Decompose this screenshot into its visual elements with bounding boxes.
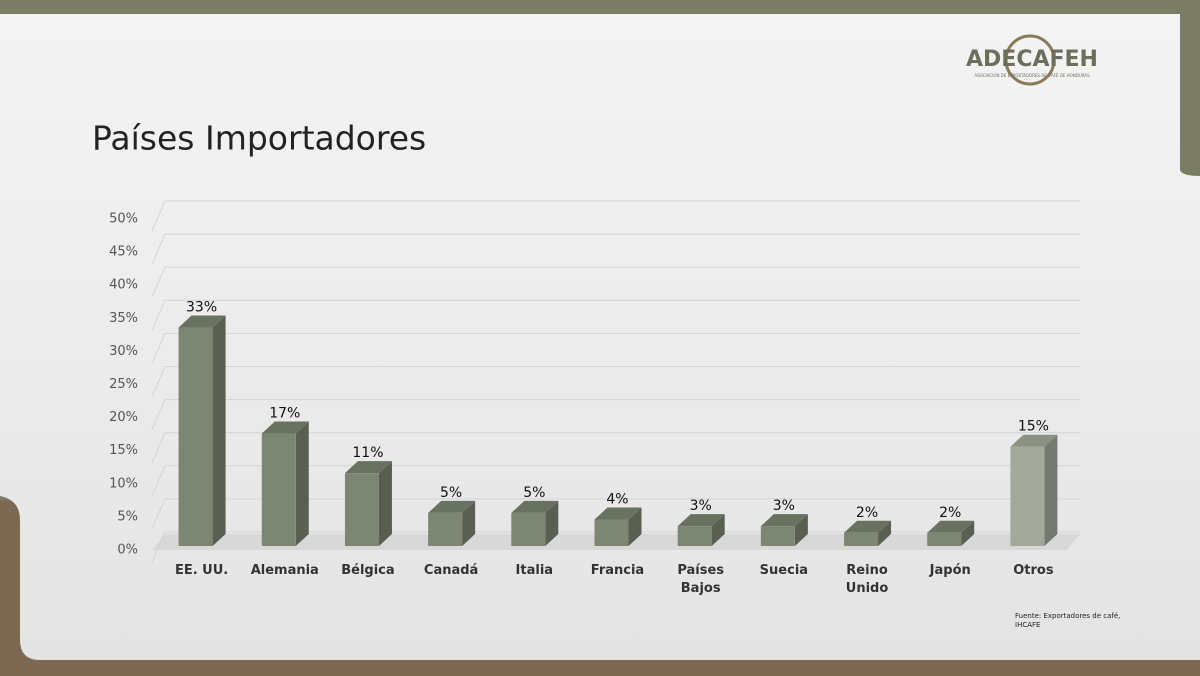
chart: 0% 5% 10% 15% 20% 25% 30% 35% 40% 45% 50% EE. UU. 33…	[109, 200, 1080, 596]
bar	[511, 512, 546, 546]
x-tick-label: Italia	[515, 563, 554, 578]
grid-line	[151, 498, 1080, 530]
x-tick-label: Japón	[929, 563, 971, 578]
x-tick-label: EE. UU.	[174, 563, 229, 578]
bar	[760, 526, 795, 546]
grid-line	[151, 432, 1080, 463]
bar-side	[295, 421, 309, 546]
y-tick-label: 20%	[109, 410, 138, 425]
value-label: 15%	[1018, 419, 1049, 435]
grid-line	[151, 299, 1080, 331]
x-tick-label: Alemania	[250, 563, 319, 578]
bar-top	[178, 315, 226, 328]
value-label: 4%	[606, 492, 628, 508]
source-box: Fuente: Exportadores de café, IHCAFE	[1015, 612, 1121, 629]
grid-line	[151, 366, 1080, 397]
y-tick-label: 25%	[109, 377, 138, 392]
value-label: 2%	[939, 505, 961, 521]
grid-line	[151, 266, 1080, 298]
bar-side	[545, 500, 559, 546]
bar	[1010, 446, 1045, 546]
x-tick-box: Italia	[515, 563, 554, 578]
chart-title: Países Importadores	[92, 119, 426, 158]
x-tick-box: Japón	[929, 563, 971, 578]
grid-line	[151, 399, 1080, 430]
bar	[927, 532, 962, 546]
bar-top	[594, 507, 642, 520]
x-tick-box: Francia	[590, 563, 645, 578]
x-tick-box: EE. UU.	[174, 563, 229, 578]
logo-subtitle: ASOCIACIÓN DE EXPORTADORES DE CAFÉ DE HO…	[974, 73, 1090, 78]
y-tick-label: 10%	[109, 476, 138, 491]
bar	[677, 526, 712, 546]
x-tick-box: Alemania	[250, 563, 319, 578]
x-tick-label: Canadá	[423, 563, 479, 578]
y-tick-label: 30%	[109, 344, 138, 359]
bar	[844, 532, 879, 546]
logo-mark	[1004, 34, 1056, 86]
x-tick-box: Suecia	[759, 563, 809, 578]
bar-side	[878, 520, 892, 546]
bar-side	[628, 507, 642, 546]
value-label: 33%	[186, 300, 217, 316]
frame-bottom	[0, 660, 1200, 676]
grid-line	[151, 233, 1080, 265]
y-tick-label: 50%	[109, 212, 138, 227]
value-label: 3%	[690, 498, 712, 514]
value-label: 17%	[269, 405, 300, 421]
bar-top	[428, 500, 476, 513]
x-tick-box: Otros	[1013, 563, 1054, 578]
x-tick-box: Bélgica	[341, 563, 395, 578]
bar	[428, 512, 463, 546]
bar-top	[927, 520, 975, 533]
x-tick-label: Bélgica	[341, 563, 395, 578]
bar-top	[344, 461, 392, 474]
x-tick-label: Países Bajos	[677, 563, 725, 596]
bar	[344, 473, 379, 546]
value-label: 5%	[440, 485, 462, 501]
bar-side	[711, 514, 725, 546]
value-label: 2%	[856, 505, 878, 521]
bar-side	[961, 520, 975, 546]
y-tick-label: 35%	[109, 311, 138, 326]
y-tick-label: 40%	[109, 278, 138, 293]
y-tick-label: 0%	[117, 543, 138, 558]
source: Fuente: Exportadores de café, IHCAFE	[1015, 612, 1121, 629]
bar-top	[511, 500, 559, 513]
grid-line	[151, 200, 1080, 232]
bar-top	[677, 514, 725, 527]
x-tick-label: Suecia	[759, 563, 809, 578]
bar-top	[1010, 434, 1058, 447]
x-tick-label: Reino Unido	[845, 563, 889, 596]
bar	[594, 519, 629, 546]
bar	[178, 327, 213, 546]
bar-side	[794, 514, 808, 546]
y-tick-label: 15%	[109, 443, 138, 458]
value-label: 5%	[523, 485, 545, 501]
grid-line	[151, 465, 1080, 496]
bar-side	[1044, 434, 1058, 546]
x-tick-box: Reino Unido	[845, 563, 889, 596]
bar-top	[844, 520, 892, 533]
bar-top	[261, 421, 309, 434]
x-tick-box: Canadá	[423, 563, 479, 578]
bar	[261, 433, 296, 546]
bar-top	[760, 514, 808, 527]
bar-side	[462, 500, 476, 546]
value-label: 3%	[773, 498, 795, 514]
logo-text: ADECAFEH	[966, 47, 1098, 72]
bar-side	[378, 461, 392, 546]
grid-line	[151, 332, 1080, 364]
bar-side	[212, 315, 226, 546]
x-tick-box: Países Bajos	[677, 563, 725, 596]
y-tick-label: 45%	[109, 245, 138, 260]
x-tick-label: Otros	[1013, 563, 1054, 578]
x-tick-label: Francia	[590, 563, 645, 578]
value-label: 11%	[352, 445, 383, 461]
y-tick-label: 5%	[117, 509, 138, 524]
